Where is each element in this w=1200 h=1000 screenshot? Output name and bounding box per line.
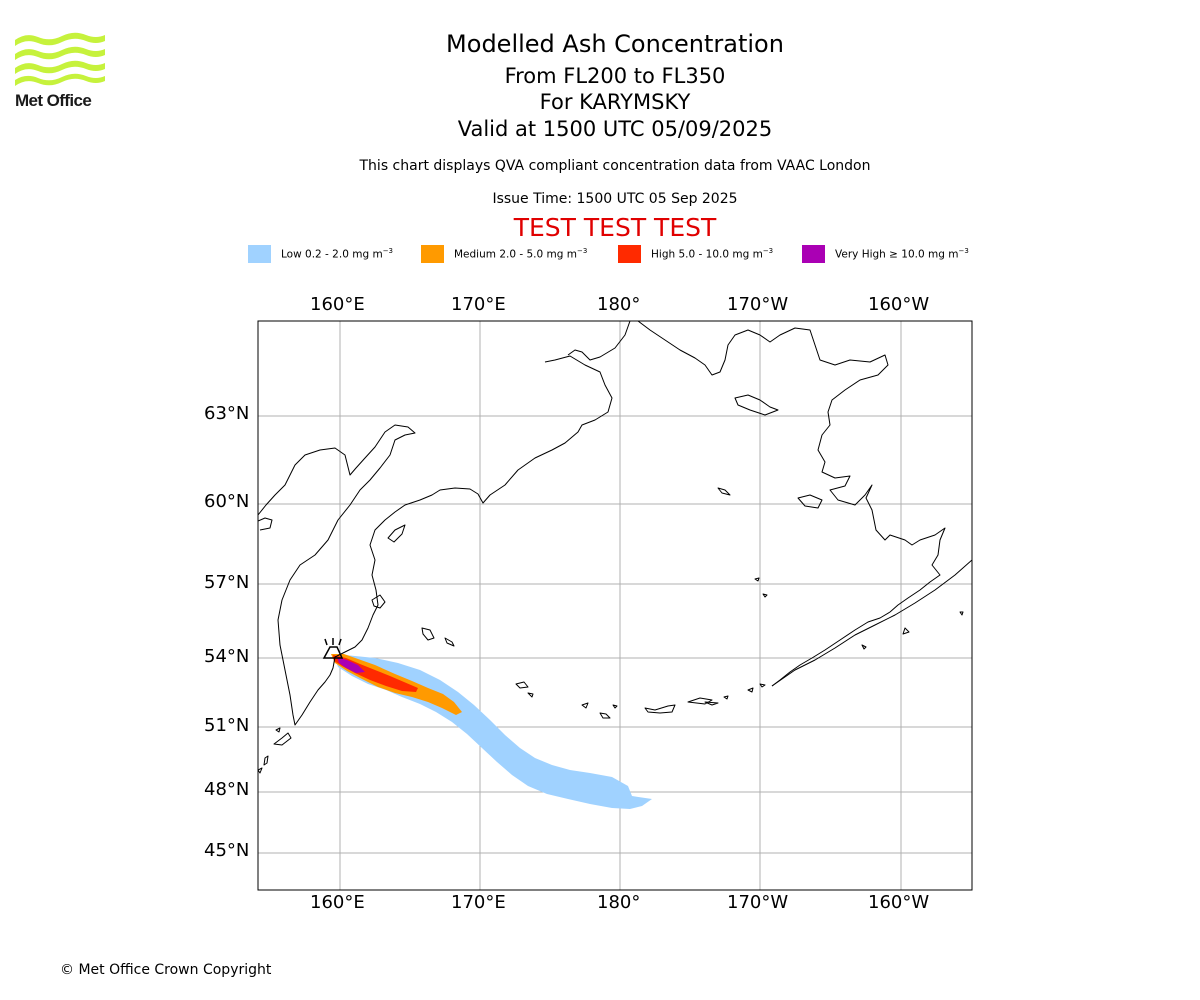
legend-swatch-low xyxy=(248,245,271,263)
logo-text: Met Office xyxy=(15,91,92,110)
legend-item-high: High 5.0 - 10.0 mg m−3 xyxy=(618,244,773,264)
met-office-logo: Met Office xyxy=(14,30,114,114)
map-frame xyxy=(257,320,973,891)
test-banner: TEST TEST TEST xyxy=(513,213,717,242)
lat-label-54n: 54°N xyxy=(204,646,250,667)
issue-time: Issue Time: 1500 UTC 05 Sep 2025 xyxy=(492,191,738,207)
legend-swatch-high xyxy=(618,245,641,263)
coastlines xyxy=(258,321,972,774)
lon-label-bottom-170w: 170°W xyxy=(727,892,789,913)
legend-item-low: Low 0.2 - 2.0 mg m−3 xyxy=(248,244,393,264)
chart-title: Modelled Ash Concentration xyxy=(446,30,784,58)
lat-label-48n: 48°N xyxy=(204,779,250,800)
copyright: © Met Office Crown Copyright xyxy=(60,962,272,978)
lat-label-45n: 45°N xyxy=(204,840,250,861)
lon-label-bottom-160e: 160°E xyxy=(310,892,365,913)
legend-item-very-high: Very High ≥ 10.0 mg m−3 xyxy=(802,244,969,264)
logo-waves-icon xyxy=(15,32,105,86)
lon-label-bottom-170e: 170°E xyxy=(451,892,506,913)
lat-label-51n: 51°N xyxy=(204,715,250,736)
lat-label-57n: 57°N xyxy=(204,572,250,593)
volcano-title: For KARYMSKY xyxy=(539,90,691,114)
legend-swatch-medium xyxy=(421,245,444,263)
lon-label-top-160e: 160°E xyxy=(310,294,365,315)
valid-time: Valid at 1500 UTC 05/09/2025 xyxy=(457,117,773,141)
lat-label-63n: 63°N xyxy=(204,403,250,424)
lon-label-top-170w: 170°W xyxy=(727,294,789,315)
lon-label-top-160w: 160°W xyxy=(868,294,930,315)
legend-label-low: Low 0.2 - 2.0 mg m−3 xyxy=(281,247,394,261)
legend-label-very-high: Very High ≥ 10.0 mg m−3 xyxy=(835,247,969,261)
legend-label-high: High 5.0 - 10.0 mg m−3 xyxy=(651,247,774,261)
volcano-marker-icon xyxy=(322,638,344,659)
lon-label-bottom-160w: 160°W xyxy=(868,892,930,913)
flight-level-range: From FL200 to FL350 xyxy=(504,64,726,88)
legend-swatch-very-high xyxy=(802,245,825,263)
lon-label-top-180: 180° xyxy=(597,294,641,315)
ash-very-high-region xyxy=(337,657,365,673)
lon-label-bottom-180: 180° xyxy=(597,892,641,913)
legend-item-medium: Medium 2.0 - 5.0 mg m−3 xyxy=(421,244,587,264)
chart-subtitle: This chart displays QVA compliant concen… xyxy=(359,158,871,174)
lon-label-top-170e: 170°E xyxy=(451,294,506,315)
legend-label-medium: Medium 2.0 - 5.0 mg m−3 xyxy=(454,247,588,261)
lat-label-60n: 60°N xyxy=(204,491,250,512)
